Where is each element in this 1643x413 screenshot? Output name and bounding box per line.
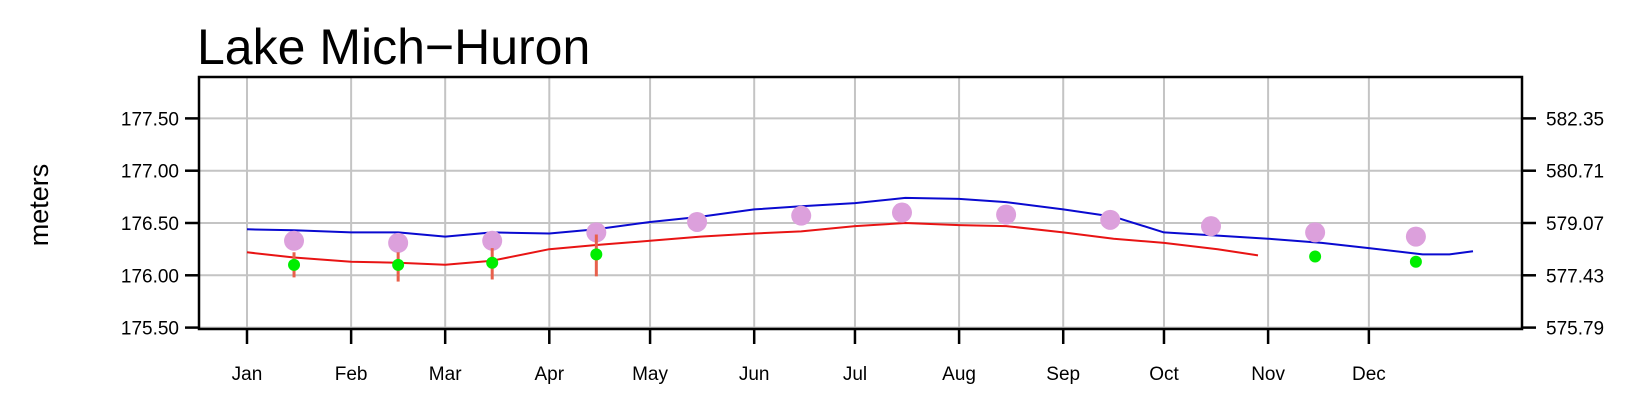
observed-point [486, 256, 499, 269]
y-tick-label-right: 577.43 [1546, 266, 1604, 287]
y-tick-label-right: 579.07 [1546, 214, 1604, 235]
upper-line [246, 196, 1474, 256]
plot-area [246, 196, 1474, 282]
monthly-mean-point [388, 232, 409, 253]
axes: 177.50 582.35 177.00 580.71 176.50 579.07 176.… [121, 109, 1604, 385]
y-tick-label-right: 575.79 [1546, 319, 1604, 340]
x-tick-label: Oct [1149, 364, 1179, 385]
y-tick-label-left: 177.00 [121, 162, 179, 183]
monthly-mean-point [791, 205, 812, 226]
monthly-mean-point [891, 202, 912, 223]
monthly-mean-point [586, 222, 607, 243]
x-tick-label: Dec [1352, 364, 1386, 385]
chart-title: Lake Mich−Huron [197, 19, 590, 75]
x-tick-label: Apr [535, 364, 565, 385]
monthly-mean-point [284, 230, 305, 251]
monthly-mean-point [1100, 209, 1121, 230]
y-tick-label-right: 582.35 [1546, 109, 1604, 130]
y-tick-label-right: 580.71 [1546, 162, 1604, 183]
x-tick-label: May [632, 364, 668, 385]
monthly-mean-point [996, 204, 1017, 225]
x-tick-label: Nov [1251, 364, 1285, 385]
y-axis-title: meters [24, 164, 54, 247]
observed-point [1409, 255, 1422, 268]
y-tick-label-left: 177.50 [121, 109, 179, 130]
gridlines [199, 77, 1522, 329]
monthly-mean-point [1305, 222, 1326, 243]
monthly-mean-point [482, 230, 503, 251]
monthly-mean-point [1405, 226, 1426, 247]
observed-point [590, 248, 603, 261]
x-tick-label: Aug [942, 364, 976, 385]
y-tick-label-left: 176.50 [121, 214, 179, 235]
lower-line [246, 222, 1259, 266]
x-tick-label: Jun [739, 364, 770, 385]
x-tick-label: Jan [232, 364, 263, 385]
observed-point [288, 258, 301, 271]
x-tick-label: Sep [1046, 364, 1080, 385]
y-tick-label-left: 176.00 [121, 266, 179, 287]
monthly-mean-point [1201, 216, 1222, 237]
monthly-mean-point [687, 211, 708, 232]
x-tick-label: Mar [429, 364, 462, 385]
x-tick-label: Feb [335, 364, 368, 385]
observed-point [392, 258, 405, 271]
plot-frame [197, 75, 1524, 331]
y-tick-label-left: 175.50 [121, 319, 179, 340]
x-tick-label: Jul [843, 364, 867, 385]
observed-point [1309, 250, 1322, 263]
